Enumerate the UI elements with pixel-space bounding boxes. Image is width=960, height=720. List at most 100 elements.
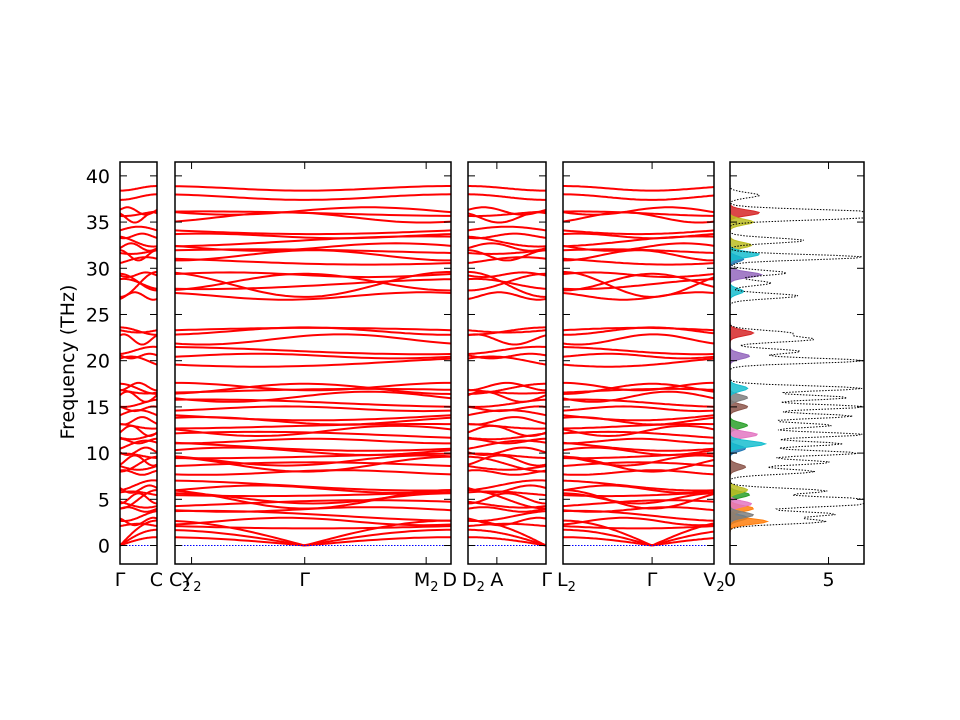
phonon-band xyxy=(562,242,715,252)
phonon-band xyxy=(562,272,715,292)
acoustic-band xyxy=(468,528,547,547)
acoustic-band xyxy=(119,536,157,547)
phonon-band xyxy=(563,437,714,445)
band-panel-frame xyxy=(174,161,452,565)
kpoint-label: C2 xyxy=(169,569,191,595)
phonon-band xyxy=(467,291,547,301)
phonon-band xyxy=(562,232,715,240)
y-tick-label: 20 xyxy=(86,351,110,373)
phonon-band xyxy=(174,499,452,508)
phonon-band xyxy=(467,242,547,252)
phonon-band xyxy=(174,414,452,422)
phonon-band xyxy=(467,405,547,413)
phonon-band xyxy=(562,382,715,395)
phonon-band xyxy=(468,193,546,201)
phonon-band xyxy=(467,329,547,334)
y-tick-label: 25 xyxy=(86,304,110,326)
phonon-band xyxy=(467,352,547,360)
phonon-band xyxy=(174,398,452,408)
phonon-band xyxy=(119,479,158,492)
y-tick-label: 35 xyxy=(86,212,110,234)
kpoint-label: Γ xyxy=(647,569,658,591)
phonon-band xyxy=(174,454,452,467)
phonon-band xyxy=(120,272,158,292)
phonon-band xyxy=(120,271,157,298)
phonon-band xyxy=(174,232,452,240)
phonon-band xyxy=(174,446,452,457)
phonon-band xyxy=(467,416,547,426)
phonon-band xyxy=(563,185,715,192)
phonon-band xyxy=(174,242,452,252)
phonon-band xyxy=(562,525,715,530)
phonon-band xyxy=(562,405,715,413)
phonon-band xyxy=(119,381,158,392)
phonon-band xyxy=(467,452,547,460)
phonon-band xyxy=(467,345,547,355)
phonon-band xyxy=(562,291,715,301)
phonon-band xyxy=(119,484,158,494)
kpoint-label: D xyxy=(442,569,457,591)
phonon-band xyxy=(174,272,452,292)
y-tick-label: 40 xyxy=(86,166,110,188)
phonon-band xyxy=(467,388,547,395)
band-panel-4 xyxy=(562,161,715,565)
phonon-band xyxy=(562,346,715,356)
band-panel-1 xyxy=(119,161,158,565)
acoustic-band xyxy=(174,536,451,547)
acoustic-band xyxy=(119,519,157,547)
band-panel-frame xyxy=(562,161,715,565)
phonon-band xyxy=(174,390,452,403)
phonon-band xyxy=(119,256,158,265)
phonon-band xyxy=(119,492,158,505)
phonon-band xyxy=(563,489,715,510)
phonon-band xyxy=(468,271,546,298)
phonon-band xyxy=(562,423,714,430)
phonon-band xyxy=(562,229,715,236)
phonon-band xyxy=(120,455,157,473)
phonon-band xyxy=(174,210,451,217)
phonon-band xyxy=(563,326,715,336)
acoustic-band xyxy=(563,519,715,547)
phonon-band xyxy=(174,352,452,360)
phonon-band xyxy=(119,210,157,218)
phonon-band xyxy=(467,232,547,240)
phonon-band xyxy=(119,510,158,522)
phonon-band xyxy=(468,455,546,473)
phonon-band xyxy=(563,381,714,392)
acoustic-band xyxy=(563,528,715,547)
phonon-band xyxy=(174,455,451,473)
phonon-band xyxy=(174,423,451,430)
phonon-band xyxy=(562,479,715,492)
phonon-band xyxy=(174,271,452,279)
phonon-band xyxy=(467,272,546,292)
phonon-band xyxy=(467,210,546,218)
phonon-band xyxy=(467,469,547,476)
phonon-band xyxy=(174,278,452,291)
phonon-band xyxy=(119,439,158,450)
phonon-band xyxy=(174,489,451,510)
phonon-band xyxy=(468,489,547,510)
phonon-band xyxy=(175,381,451,392)
phonon-band xyxy=(119,465,158,471)
phonon-band xyxy=(467,506,547,513)
kpoint-label: A xyxy=(490,569,503,591)
phonon-band xyxy=(467,439,547,450)
phonon-band xyxy=(119,345,158,355)
kpoint-label: L2 xyxy=(557,569,576,595)
phonon-band xyxy=(562,390,715,403)
phonon-band xyxy=(174,333,452,346)
phonon-band xyxy=(562,446,715,457)
phonon-band xyxy=(174,185,451,192)
phonon-band xyxy=(467,225,547,232)
phonon-band xyxy=(562,499,715,508)
phonon-band xyxy=(119,333,158,346)
y-axis-label: Frequency (THz) xyxy=(57,285,79,440)
acoustic-band xyxy=(468,536,547,547)
phonon-band xyxy=(467,465,547,471)
band-panel-2 xyxy=(174,161,452,565)
dos-x-tick-label: 0 xyxy=(724,569,736,591)
phonon-band xyxy=(119,225,158,232)
phonon-band xyxy=(562,506,715,513)
phonon-band xyxy=(468,382,546,395)
